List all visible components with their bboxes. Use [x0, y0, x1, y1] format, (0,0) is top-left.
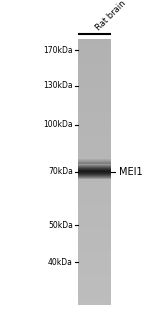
Text: 130kDa: 130kDa — [43, 81, 73, 90]
Bar — [78, 162, 111, 165]
Text: Rat brain: Rat brain — [94, 0, 127, 32]
Bar — [78, 192, 111, 195]
Bar — [78, 248, 111, 251]
Bar — [78, 208, 111, 212]
Bar — [78, 49, 111, 52]
Bar — [78, 155, 111, 158]
Bar — [78, 122, 111, 125]
Bar — [78, 125, 111, 129]
Bar — [78, 39, 111, 42]
Bar — [78, 69, 111, 72]
Bar — [78, 281, 111, 285]
Bar — [78, 132, 111, 135]
Bar — [78, 175, 111, 178]
Bar — [78, 272, 111, 275]
Bar — [78, 268, 111, 272]
Bar — [78, 135, 111, 139]
Bar — [78, 241, 111, 245]
Bar — [78, 278, 111, 281]
Bar — [78, 182, 111, 185]
Bar — [78, 145, 111, 148]
Bar — [78, 59, 111, 62]
Bar — [78, 291, 111, 295]
Bar — [78, 185, 111, 188]
Bar — [78, 152, 111, 155]
Bar — [78, 225, 111, 228]
Bar — [78, 295, 111, 298]
Bar — [78, 275, 111, 278]
Bar — [78, 46, 111, 49]
Bar — [78, 298, 111, 301]
Text: 40kDa: 40kDa — [48, 258, 73, 267]
Bar — [78, 198, 111, 202]
Bar — [78, 102, 111, 105]
Bar — [78, 231, 111, 235]
Bar — [78, 285, 111, 288]
Bar — [78, 119, 111, 122]
Bar — [78, 288, 111, 291]
Bar — [78, 205, 111, 208]
Bar — [78, 202, 111, 205]
Bar — [78, 148, 111, 152]
Bar — [78, 75, 111, 79]
Bar — [78, 65, 111, 69]
Bar — [78, 188, 111, 191]
Bar — [78, 245, 111, 248]
Bar — [78, 212, 111, 215]
Bar — [78, 215, 111, 218]
Bar — [78, 255, 111, 258]
Bar — [78, 112, 111, 115]
Bar — [78, 52, 111, 55]
Text: 170kDa: 170kDa — [43, 46, 73, 55]
Bar — [78, 105, 111, 109]
Text: 50kDa: 50kDa — [48, 221, 73, 230]
Bar — [78, 168, 111, 172]
Bar — [78, 238, 111, 241]
Bar — [78, 165, 111, 168]
Text: MEI1: MEI1 — [118, 167, 142, 177]
Bar — [78, 172, 111, 175]
Bar — [78, 235, 111, 238]
Bar — [78, 99, 111, 102]
Bar — [78, 82, 111, 86]
Bar — [78, 109, 111, 112]
Bar — [78, 89, 111, 92]
Bar — [78, 142, 111, 145]
Bar — [78, 195, 111, 198]
Bar — [78, 258, 111, 261]
Bar — [78, 55, 111, 59]
Bar — [78, 265, 111, 268]
Text: 100kDa: 100kDa — [43, 120, 73, 129]
Bar — [78, 79, 111, 82]
Bar — [78, 222, 111, 225]
Bar — [78, 228, 111, 231]
Bar — [78, 92, 111, 95]
Bar — [78, 95, 111, 98]
Bar — [78, 139, 111, 142]
Bar — [78, 42, 111, 46]
Bar — [78, 301, 111, 305]
Bar — [78, 86, 111, 89]
Bar — [78, 72, 111, 75]
Bar — [78, 251, 111, 255]
Bar — [78, 115, 111, 119]
Text: 70kDa: 70kDa — [48, 167, 73, 176]
Bar — [78, 178, 111, 182]
Bar — [78, 218, 111, 222]
Bar — [78, 158, 111, 162]
Bar — [78, 129, 111, 132]
Bar — [78, 62, 111, 65]
Bar — [78, 261, 111, 265]
